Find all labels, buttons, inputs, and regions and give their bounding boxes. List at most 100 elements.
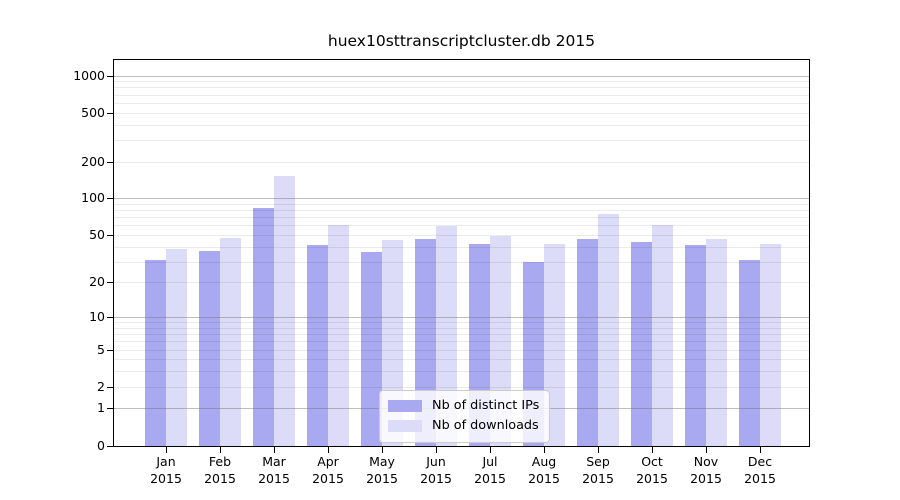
y-tick-mark: [107, 408, 113, 410]
major-gridline: [114, 75, 809, 77]
x-tick-label-nov: Nov 2015: [690, 454, 722, 486]
bar-downloads-oct: [652, 225, 673, 446]
minor-gridline: [114, 94, 809, 96]
bar-downloads-dec: [760, 244, 781, 446]
bar-downloads-apr: [328, 225, 349, 446]
y-tick-mark: [107, 75, 113, 77]
minor-gridline: [114, 327, 809, 329]
x-tick-mark: [436, 447, 437, 453]
bar-ips-may: [361, 252, 382, 446]
legend-label-ips: Nb of distinct IPs: [432, 398, 540, 413]
minor-gridline: [114, 322, 809, 324]
y-tick-mark: [107, 198, 113, 200]
minor-gridline: [114, 87, 809, 89]
legend-swatch-downloads-icon: [388, 420, 422, 432]
major-gridline: [114, 198, 809, 200]
plot-area: Nb of distinct IPs Nb of downloads: [113, 59, 810, 447]
bar-ips-dec: [739, 259, 760, 446]
y-tick-label: 10: [89, 309, 105, 325]
bar-ips-mar: [253, 208, 274, 446]
minor-gridline: [114, 371, 809, 373]
bar-downloads-mar: [274, 176, 295, 446]
y-tick-label: 100: [81, 190, 105, 206]
y-tick-mark: [107, 282, 113, 284]
x-tick-label-apr: Apr 2015: [312, 454, 344, 486]
y-tick-label: 2: [97, 378, 105, 394]
minor-gridline: [114, 139, 809, 141]
y-tick-label: 0: [97, 437, 105, 453]
minor-gridline: [114, 210, 809, 212]
x-tick-label-feb: Feb 2015: [204, 454, 236, 486]
x-tick-label-dec: Dec 2015: [744, 454, 776, 486]
grid-layer: [114, 60, 809, 446]
x-tick-mark: [490, 447, 491, 453]
x-tick-mark: [328, 447, 329, 453]
y-tick-label: 20: [89, 274, 105, 290]
bar-ips-apr: [307, 245, 328, 446]
x-tick-mark: [274, 447, 275, 453]
y-tick-mark: [107, 317, 113, 319]
bar-ips-sep: [577, 239, 598, 446]
y-tick-mark: [107, 445, 113, 447]
y-tick-label: 5: [97, 341, 105, 357]
minor-gridline: [114, 261, 809, 263]
minor-gridline: [114, 246, 809, 248]
minor-gridline: [114, 234, 809, 236]
minor-gridline: [114, 161, 809, 163]
legend-swatch-ips-icon: [388, 400, 422, 412]
legend-label-downloads: Nb of downloads: [432, 418, 539, 433]
bar-ips-nov: [685, 245, 706, 446]
minor-gridline: [114, 203, 809, 205]
legend-item-downloads: Nb of downloads: [388, 416, 539, 436]
x-tick-label-jun: Jun 2015: [420, 454, 452, 486]
x-tick-mark: [760, 447, 761, 453]
y-tick-mark: [107, 234, 113, 236]
major-gridline: [114, 317, 809, 319]
x-tick-mark: [382, 447, 383, 453]
x-tick-mark: [598, 447, 599, 453]
bar-ips-jan: [145, 259, 166, 446]
x-tick-label-mar: Mar 2015: [258, 454, 290, 486]
minor-gridline: [114, 225, 809, 227]
minor-gridline: [114, 124, 809, 126]
y-tick-label: 50: [89, 226, 105, 242]
chart-title: huex10sttranscriptcluster.db 2015: [327, 32, 596, 50]
minor-gridline: [114, 334, 809, 336]
minor-gridline: [114, 349, 809, 351]
x-tick-mark: [652, 447, 653, 453]
y-tick-label: 1: [97, 400, 105, 416]
bar-downloads-feb: [220, 238, 241, 446]
bar-ips-oct: [631, 241, 652, 446]
y-tick-mark: [107, 386, 113, 388]
y-tick-mark: [107, 161, 113, 163]
bar-downloads-nov: [706, 239, 727, 446]
minor-gridline: [114, 386, 809, 388]
bar-downloads-sep: [598, 213, 619, 446]
minor-gridline: [114, 217, 809, 219]
x-tick-mark: [220, 447, 221, 453]
x-tick-label-jul: Jul 2015: [474, 454, 506, 486]
x-tick-label-sep: Sep 2015: [582, 454, 614, 486]
y-tick-label: 200: [81, 153, 105, 169]
x-tick-label-aug: Aug 2015: [528, 454, 560, 486]
y-tick-mark: [107, 349, 113, 351]
x-tick-label-jan: Jan 2015: [150, 454, 182, 486]
legend-item-ips: Nb of distinct IPs: [388, 396, 539, 416]
x-tick-mark: [166, 447, 167, 453]
minor-gridline: [114, 341, 809, 343]
minor-gridline: [114, 282, 809, 284]
bar-ips-feb: [199, 250, 220, 446]
bar-downloads-jan: [166, 249, 187, 446]
minor-gridline: [114, 359, 809, 361]
x-tick-label-oct: Oct 2015: [636, 454, 668, 486]
y-tick-mark: [107, 112, 113, 114]
x-tick-mark: [544, 447, 545, 453]
x-tick-mark: [706, 447, 707, 453]
minor-gridline: [114, 81, 809, 83]
y-tick-label: 1000: [73, 67, 105, 83]
minor-gridline: [114, 112, 809, 114]
minor-gridline: [114, 102, 809, 104]
legend: Nb of distinct IPs Nb of downloads: [379, 390, 551, 443]
x-tick-label-may: May 2015: [366, 454, 398, 486]
